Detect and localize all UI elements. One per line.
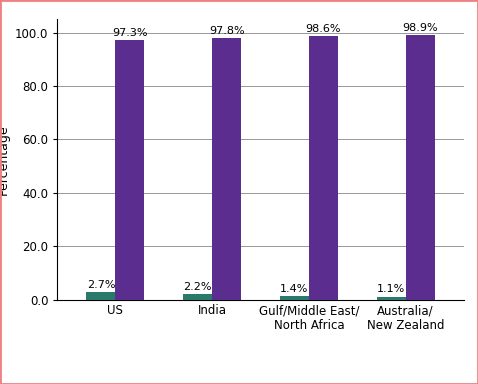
Bar [87,292,115,300]
Text: 97.3%: 97.3% [112,28,148,38]
Text: 98.6%: 98.6% [305,24,341,34]
Text: 2.7%: 2.7% [87,280,115,290]
Bar [212,38,241,300]
Text: 97.8%: 97.8% [209,26,244,36]
Text: 1.1%: 1.1% [377,285,405,295]
Bar [280,296,309,300]
Bar [406,35,435,300]
Bar [309,36,338,300]
Bar [183,294,212,300]
Bar [115,40,144,300]
Bar [377,296,406,300]
Text: 1.4%: 1.4% [280,284,309,294]
Text: 98.9%: 98.9% [402,23,438,33]
Y-axis label: Percentage: Percentage [0,124,10,195]
Text: 2.2%: 2.2% [184,281,212,291]
